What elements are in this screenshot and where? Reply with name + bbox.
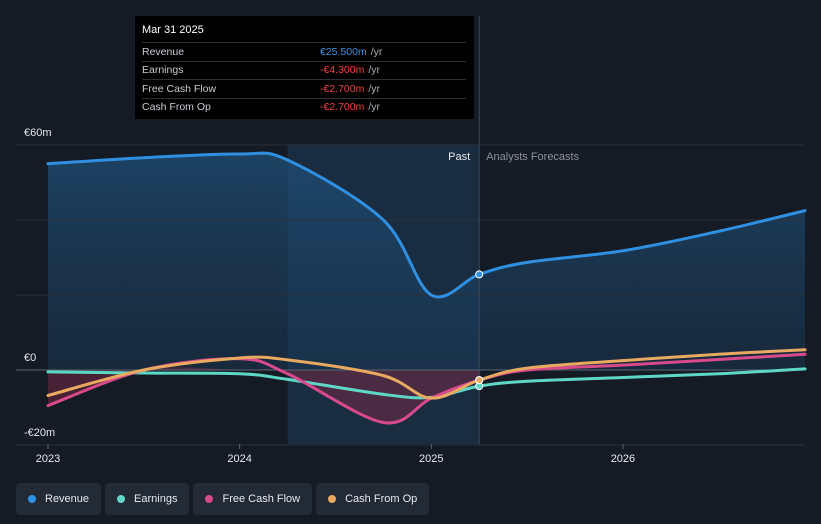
x-tick-label: 2023 — [36, 453, 60, 465]
tooltip-row: Cash From Op -€2.700m/yr — [142, 97, 466, 117]
series-line-cash-from-op — [46, 348, 807, 400]
past-label: Past — [448, 151, 470, 163]
tooltip-label: Revenue — [142, 45, 185, 58]
legend-item-free-cash-flow[interactable]: Free Cash Flow — [193, 483, 313, 515]
tooltip-date: Mar 31 2025 — [142, 24, 204, 36]
tooltip-row: Revenue €25.500m/yr — [142, 42, 466, 61]
tooltip-label: Free Cash Flow — [142, 82, 217, 95]
legend-item-revenue[interactable]: Revenue — [16, 483, 102, 515]
negative-area — [48, 367, 480, 424]
tooltip-row: Free Cash Flow -€2.700m/yr — [142, 79, 466, 98]
point-cash-from-op — [475, 376, 484, 385]
revenue-area — [48, 153, 805, 370]
x-tick-label: 2025 — [419, 453, 443, 465]
point-revenue — [475, 270, 484, 279]
series-line-revenue — [46, 151, 807, 299]
legend-label: Revenue — [45, 493, 90, 505]
legend-item-earnings[interactable]: Earnings — [105, 483, 190, 515]
x-tick-label: 2024 — [227, 453, 251, 465]
tooltip: Mar 31 2025 Revenue €25.500m/yr Earnings -€… — [135, 16, 474, 119]
tooltip-unit: /yr — [368, 64, 381, 77]
tooltip-unit: /yr — [368, 101, 381, 114]
tooltip-value: €25.500m — [320, 45, 367, 58]
legend: Revenue Earnings Free Cash Flow Cash From O… — [16, 483, 430, 515]
x-tick-label: 2026 — [611, 453, 635, 465]
y-label-bottom: -€20m — [24, 427, 55, 439]
legend-label: Free Cash Flow — [222, 493, 301, 505]
tooltip-value: -€2.700m — [320, 101, 365, 114]
legend-item-cash-from-op[interactable]: Cash From Op — [316, 483, 430, 515]
tooltip-unit: /yr — [368, 82, 381, 95]
y-label-zero: €0 — [24, 352, 36, 364]
tooltip-value: -€4.300m — [320, 64, 365, 77]
legend-dot-icon — [28, 495, 36, 503]
legend-label: Cash From Op — [345, 493, 418, 505]
tooltip-unit: /yr — [370, 45, 383, 58]
tooltip-row: Earnings -€4.300m/yr — [142, 60, 466, 80]
tooltip-value: -€2.700m — [320, 82, 365, 95]
legend-dot-icon — [328, 495, 337, 503]
legend-dot-icon — [117, 495, 126, 503]
tooltip-label: Cash From Op — [142, 101, 211, 114]
y-label-top: €60m — [24, 127, 52, 139]
legend-label: Earnings — [134, 493, 178, 505]
tooltip-label: Earnings — [142, 64, 184, 77]
legend-dot-icon — [205, 495, 214, 503]
forecast-label: Analysts Forecasts — [486, 151, 579, 163]
